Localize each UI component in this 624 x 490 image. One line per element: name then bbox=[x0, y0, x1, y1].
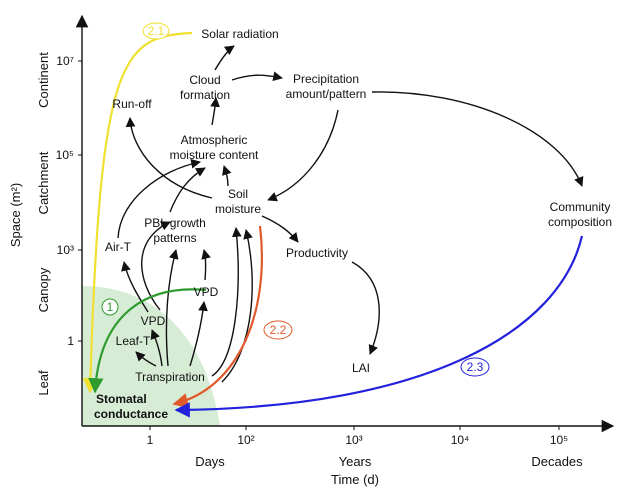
leaf-scale-region bbox=[82, 286, 220, 426]
x-axis-title: Time (d) bbox=[331, 472, 379, 487]
arrow-vpdleaf-to-airt bbox=[121, 261, 149, 313]
arrow-transp-to-leaft bbox=[135, 351, 157, 367]
node-precip-line1: Precipitation bbox=[293, 72, 359, 86]
arrow-cloud-to-precip bbox=[231, 71, 283, 82]
arrow-precip-to-soil bbox=[267, 109, 339, 202]
x-scale-years: Years bbox=[339, 454, 372, 469]
pathway-2-2-badge bbox=[263, 320, 293, 340]
pathway-1-arrow bbox=[88, 288, 207, 394]
y-axis-title: Space (m²) bbox=[8, 183, 23, 247]
y-tick-1e3: 10³ bbox=[57, 243, 74, 257]
node-leaf-t: Leaf-T bbox=[116, 334, 151, 348]
pathway-2-2-label: 2.2 bbox=[270, 323, 287, 337]
pathway-2-1-label: 2.1 bbox=[148, 24, 165, 38]
y-scale-canopy: Canopy bbox=[36, 267, 51, 312]
pathway-2-2-arrow bbox=[172, 225, 263, 409]
node-vpd-canopy: VPD bbox=[194, 285, 219, 299]
arrow-vpdleaf-to-pbl bbox=[141, 221, 171, 311]
node-transpiration: Transpiration bbox=[135, 370, 205, 384]
node-soil-line2: moisture bbox=[215, 202, 261, 216]
arrow-transp-to-soil-1 bbox=[211, 227, 242, 377]
node-pbl-line2: patterns bbox=[153, 231, 196, 245]
y-tick-1e7: 10⁷ bbox=[56, 54, 74, 68]
x-tick-1: 1 bbox=[147, 433, 154, 447]
x-scale-days: Days bbox=[195, 454, 225, 469]
x-tick-1e5: 10⁵ bbox=[550, 433, 568, 447]
node-lai: LAI bbox=[352, 361, 370, 375]
arrow-airt-to-atm bbox=[117, 158, 201, 239]
arrow-transp-to-vpd-canopy bbox=[189, 301, 208, 367]
arrow-transp-to-soil-2 bbox=[221, 229, 253, 383]
pathway-1-badge bbox=[101, 298, 119, 316]
x-tick-1e3: 10³ bbox=[345, 433, 362, 447]
arrow-productivity-to-lai bbox=[351, 261, 380, 355]
arrow-soil-to-runoff bbox=[125, 117, 213, 199]
arrow-transp-to-vpdleaf bbox=[150, 329, 163, 367]
node-community-line2: composition bbox=[548, 215, 612, 229]
node-solar-radiation: Solar radiation bbox=[201, 27, 278, 41]
y-tick-marks bbox=[78, 60, 82, 342]
node-cloud-line1: Cloud bbox=[189, 73, 220, 87]
pathway-2-3-label: 2.3 bbox=[467, 360, 484, 374]
x-tick-1e2: 10² bbox=[237, 433, 254, 447]
x-scale-decades: Decades bbox=[531, 454, 583, 469]
y-scale-leaf: Leaf bbox=[36, 370, 51, 396]
node-stomatal-line2: conductance bbox=[94, 407, 168, 421]
node-air-t: Air-T bbox=[105, 240, 132, 254]
arrow-precip-to-community bbox=[371, 91, 584, 187]
arrow-atm-to-cloud bbox=[210, 97, 220, 126]
y-scale-continent: Continent bbox=[36, 52, 51, 108]
node-vpd-leaf: VPD bbox=[141, 314, 166, 328]
pathway-2-3-arrow bbox=[174, 235, 584, 418]
arrow-soil-to-productivity bbox=[261, 215, 299, 243]
y-scale-catchment: Catchment bbox=[36, 151, 51, 214]
pathway-2-3-badge bbox=[460, 357, 490, 377]
arrow-soil-to-atm bbox=[222, 165, 232, 187]
pathway-1-label: 1 bbox=[107, 300, 114, 314]
arrow-vpd-to-pbl bbox=[201, 249, 211, 281]
node-atm-line1: Atmospheric bbox=[181, 133, 248, 147]
arrow-cloud-to-solar bbox=[214, 45, 235, 71]
node-runoff: Run-off bbox=[112, 97, 152, 111]
node-soil-line1: Soil bbox=[228, 187, 248, 201]
x-tick-marks bbox=[149, 426, 560, 430]
node-stomatal-line1: Stomatal bbox=[96, 392, 147, 406]
arrow-pbl-to-atm bbox=[169, 167, 206, 213]
y-tick-1: 1 bbox=[67, 334, 74, 348]
node-productivity: Productivity bbox=[286, 246, 348, 260]
node-community-line1: Community bbox=[550, 200, 611, 214]
node-pbl-line1: PBL growth bbox=[144, 216, 206, 230]
y-tick-1e5: 10⁵ bbox=[56, 148, 74, 162]
x-tick-1e4: 10⁴ bbox=[451, 433, 470, 447]
node-cloud-line2: formation bbox=[180, 88, 230, 102]
pathway-2-1-badge bbox=[142, 22, 170, 40]
node-precip-line2: amount/pattern bbox=[286, 87, 367, 101]
arrow-transp-to-pbl bbox=[165, 249, 179, 367]
node-atm-line2: moisture content bbox=[170, 148, 259, 162]
